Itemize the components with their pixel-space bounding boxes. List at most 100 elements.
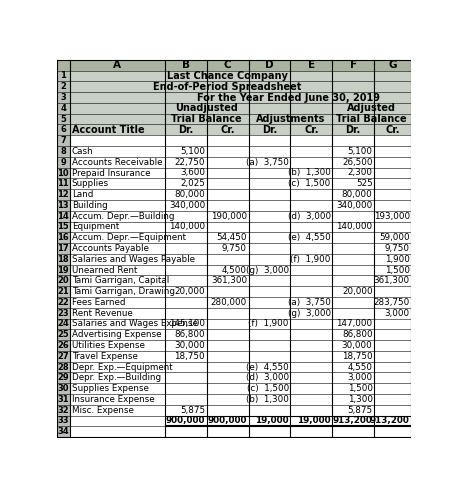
Bar [207,265,249,276]
Bar [57,254,69,265]
Bar [165,405,207,416]
Bar [249,340,290,351]
Text: 30,000: 30,000 [342,341,372,350]
Text: 22,750: 22,750 [175,158,205,167]
Text: 5,100: 5,100 [180,147,205,156]
Text: 80,000: 80,000 [175,190,205,199]
Text: Dr.: Dr. [178,125,193,135]
Text: Accounts Payable: Accounts Payable [72,244,149,253]
Bar [332,372,374,383]
Text: 26,500: 26,500 [342,158,372,167]
Text: 4,550: 4,550 [348,363,372,371]
Bar [332,405,374,416]
Text: A: A [113,60,121,70]
Text: 900,000: 900,000 [207,416,247,426]
Text: 19: 19 [58,266,69,275]
Text: Salaries and Wages Expense: Salaries and Wages Expense [72,319,198,329]
Bar [69,351,165,362]
Bar [57,265,69,276]
Bar [374,60,411,70]
Text: G: G [388,60,397,70]
Text: Unadjusted: Unadjusted [175,103,238,113]
Text: B: B [182,60,190,70]
Text: 21: 21 [58,287,69,296]
Bar [290,362,332,372]
Text: 18,750: 18,750 [342,352,372,361]
Bar [374,135,411,146]
Bar [332,276,374,286]
Bar [69,70,165,81]
Bar [207,92,249,103]
Text: Accounts Receivable: Accounts Receivable [72,158,162,167]
Bar [249,221,290,232]
Bar [332,308,374,318]
Text: 6: 6 [60,125,66,134]
Bar [165,340,207,351]
Bar [332,168,374,179]
Text: 9: 9 [60,158,66,167]
Bar [207,286,249,297]
Bar [332,394,374,405]
Text: 913,200: 913,200 [333,416,372,426]
Bar [332,114,374,124]
Bar [290,200,332,211]
Text: Supplies: Supplies [72,179,109,188]
Bar [290,114,332,124]
Bar [69,362,165,372]
Bar [207,394,249,405]
Text: 27: 27 [58,352,69,361]
Text: 140,000: 140,000 [169,222,205,231]
Bar [374,146,411,157]
Bar [57,135,69,146]
Bar [249,265,290,276]
Bar [290,286,332,297]
Text: 31: 31 [58,395,69,404]
Bar [57,189,69,200]
Text: (c)  1,500: (c) 1,500 [247,384,289,393]
Bar [165,92,207,103]
Bar [165,211,207,221]
Bar [332,232,374,243]
Bar [374,189,411,200]
Bar [290,427,332,437]
Text: Salaries and Wages Payable: Salaries and Wages Payable [72,255,195,264]
Text: (d)  3,000: (d) 3,000 [246,373,289,382]
Bar [57,179,69,189]
Bar [207,70,249,81]
Bar [69,60,165,70]
Bar [165,427,207,437]
Bar [57,383,69,394]
Text: 23: 23 [58,308,69,318]
Text: 20,000: 20,000 [175,287,205,296]
Bar [207,243,249,254]
Bar [165,81,207,92]
Bar [69,383,165,394]
Bar [57,221,69,232]
Bar [207,135,249,146]
Bar [207,297,249,308]
Bar [249,297,290,308]
Bar [69,168,165,179]
Bar [332,427,374,437]
Bar [374,232,411,243]
Text: 1,900: 1,900 [385,255,410,264]
Bar [69,114,165,124]
Bar [57,146,69,157]
Bar [374,200,411,211]
Text: 5,100: 5,100 [348,147,372,156]
Text: Cr.: Cr. [220,125,235,135]
Bar [165,329,207,340]
Bar [207,232,249,243]
Bar [332,200,374,211]
Text: Dr.: Dr. [262,125,277,135]
Bar [249,329,290,340]
Text: 54,450: 54,450 [217,233,247,242]
Bar [165,70,207,81]
Bar [374,221,411,232]
Bar [57,81,69,92]
Text: 190,000: 190,000 [211,212,247,220]
Bar [69,179,165,189]
Text: 2,300: 2,300 [348,168,372,178]
Bar [69,286,165,297]
Text: (b)  1,300: (b) 1,300 [246,395,289,404]
